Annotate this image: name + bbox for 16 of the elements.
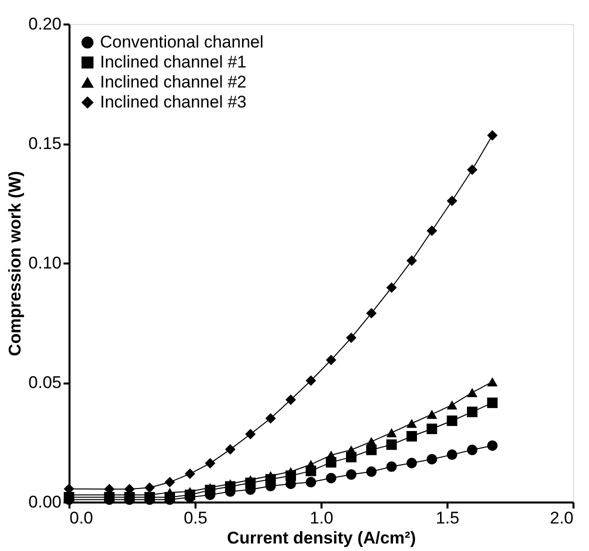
legend-label: Conventional channel: [100, 32, 264, 52]
x-tick-label: 0.5: [184, 508, 208, 528]
x-tick-label: 1.0: [310, 508, 334, 528]
legend-label: Inclined channel #1: [100, 52, 247, 72]
y-axis-title: Compression work (W): [5, 170, 24, 356]
y-tick-label: 0.00: [28, 492, 62, 512]
y-tick-label: 0.15: [28, 134, 62, 153]
legend-label: Inclined channel #2: [100, 72, 247, 92]
x-tick-label: 0.0: [70, 508, 94, 528]
x-axis-title: Current density (A/cm²): [227, 528, 416, 548]
y-tick-label: 0.20: [28, 14, 62, 34]
x-tick-label: 1.5: [436, 508, 460, 528]
x-tick-label: 2.0: [550, 508, 574, 528]
legend-label: Inclined channel #3: [100, 92, 247, 112]
y-tick-label: 0.05: [28, 373, 62, 392]
y-tick-label: 0.10: [28, 254, 62, 272]
